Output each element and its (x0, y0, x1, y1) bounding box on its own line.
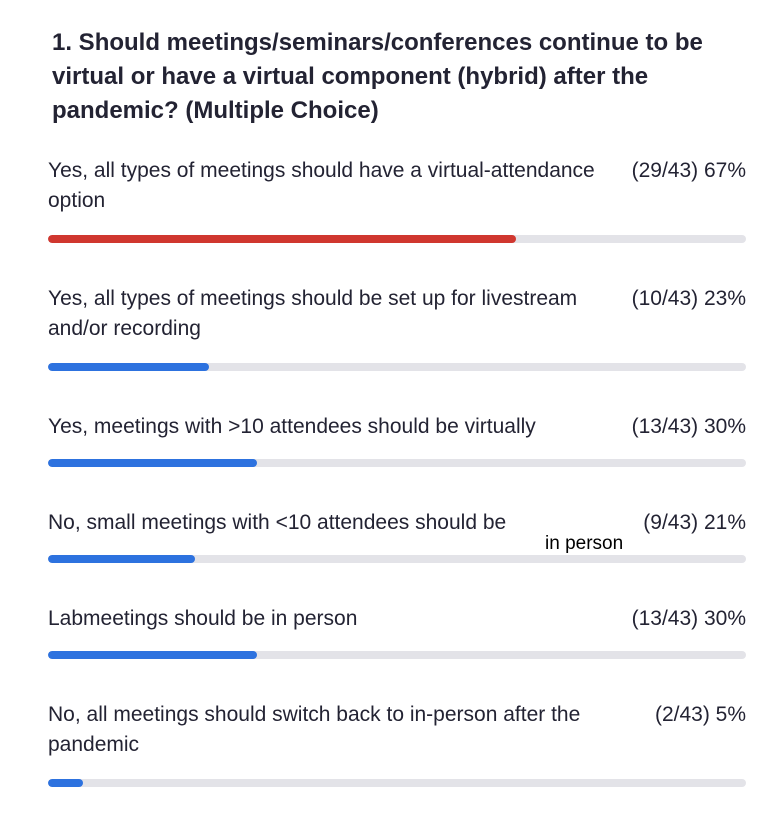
progress-bar-fill (48, 651, 258, 659)
progress-bar-fill (48, 779, 83, 787)
progress-bar-track (48, 235, 746, 243)
poll-option-count: (2/43) 5% (654, 703, 746, 726)
poll-option-label: No, small meetings with <10 attendees sh… (48, 511, 507, 534)
poll-option-count: (13/43) 30% (631, 415, 746, 438)
handwritten-annotation: in person (545, 533, 624, 554)
poll-question-title: 1. Should meetings/seminars/conferences … (52, 29, 703, 124)
poll-option-count: (10/43) 23% (631, 287, 746, 310)
poll-option-count: (13/43) 30% (631, 607, 746, 630)
poll-option-count: (9/43) 21% (643, 511, 746, 534)
poll-option-label: No, all meetings should switch back to i… (48, 703, 581, 756)
poll-option-count: (29/43) 67% (631, 159, 746, 182)
progress-bar-fill (48, 235, 516, 243)
progress-bar-fill (48, 363, 209, 371)
poll-option-label: Yes, all types of meetings should be set… (48, 287, 578, 340)
progress-bar-fill (48, 459, 258, 467)
progress-bar-track (48, 555, 746, 563)
progress-bar-fill (48, 555, 195, 563)
poll-option-label: Yes, meetings with >10 attendees should … (48, 415, 536, 438)
progress-bar-track (48, 779, 746, 787)
progress-bar-track (48, 363, 746, 371)
poll-option-label: Yes, all types of meetings should have a… (48, 159, 595, 212)
progress-bar-track (48, 459, 746, 467)
progress-bar-track (48, 651, 746, 659)
poll-option-label: Labmeetings should be in person (48, 607, 358, 630)
